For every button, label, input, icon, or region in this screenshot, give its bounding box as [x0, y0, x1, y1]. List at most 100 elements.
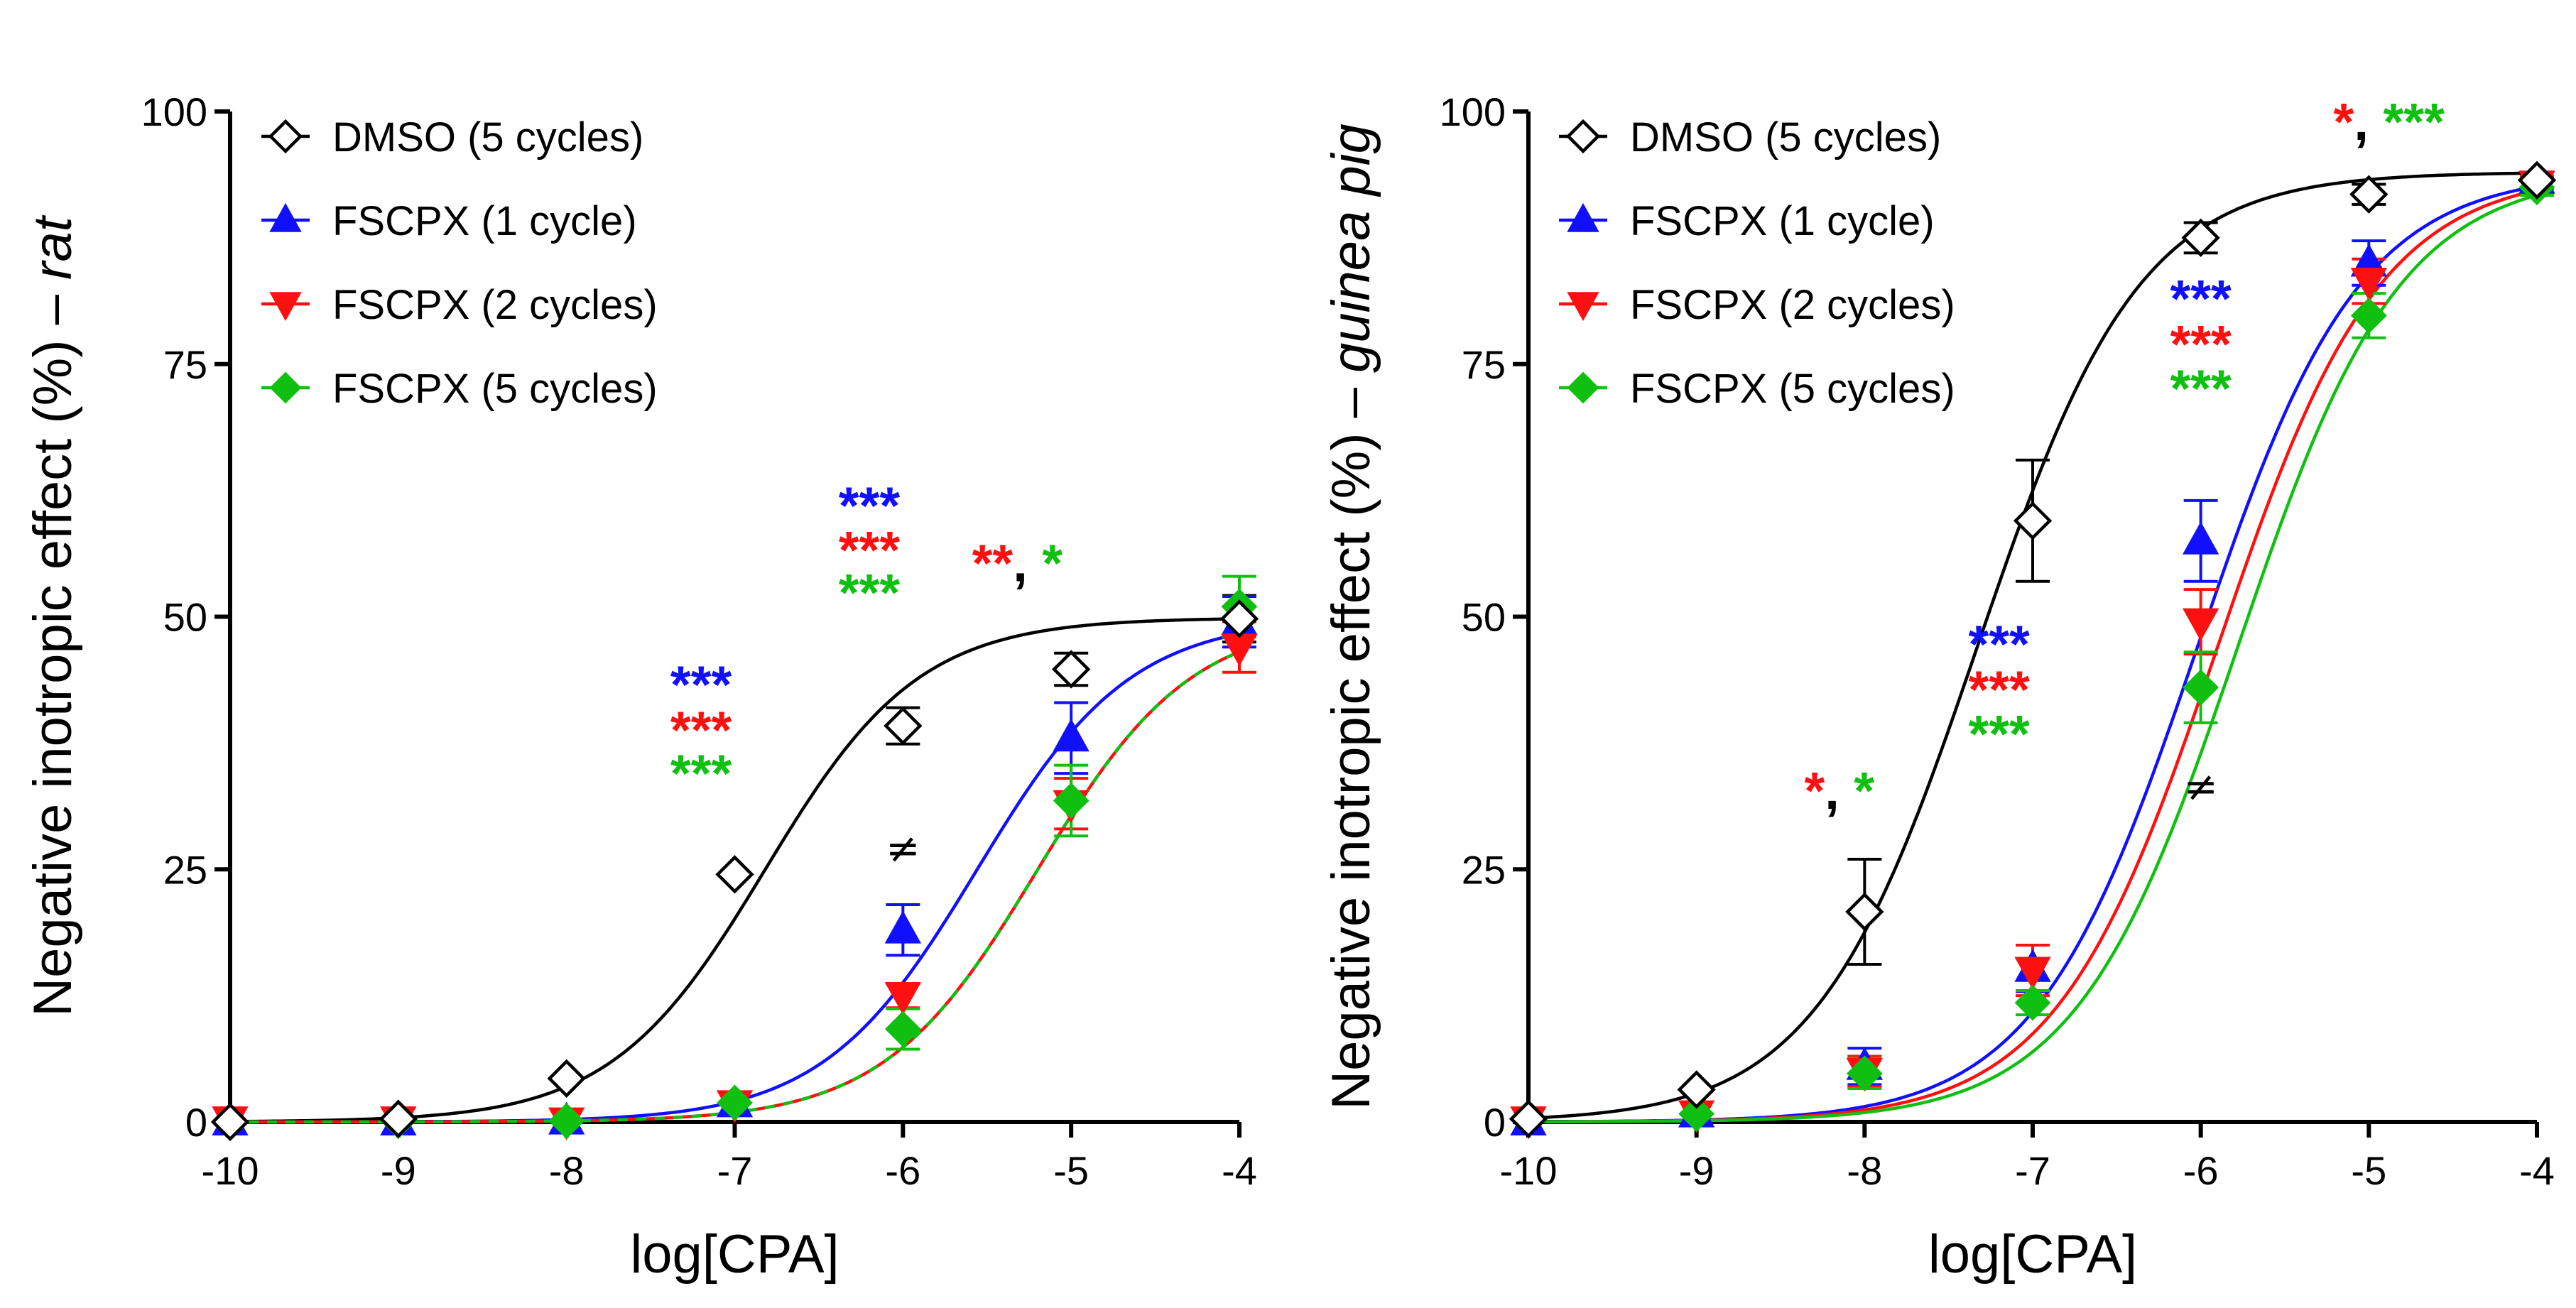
- legend-marker: [1567, 292, 1599, 322]
- legend-label: DMSO (5 cycles): [332, 114, 643, 160]
- y-tick-label: 50: [163, 595, 207, 640]
- data-point-3: [2014, 984, 2051, 1021]
- legend-marker: [1567, 371, 1599, 404]
- significance-annotation: ***: [2170, 269, 2232, 328]
- data-point-3: [548, 1103, 585, 1139]
- significance-annotation: ***: [670, 700, 732, 759]
- data-point-0: [2517, 160, 2557, 200]
- x-tick-label: -8: [1847, 1148, 1882, 1193]
- data-point-0: [2349, 175, 2388, 214]
- data-point-0: [715, 855, 754, 894]
- data-point-0: [1509, 1099, 1548, 1138]
- data-point-3: [2183, 669, 2219, 706]
- annotation-part: ***: [839, 563, 901, 622]
- legend-marker: [269, 202, 302, 232]
- data-point-3: [884, 1010, 921, 1047]
- legend-label: FSCPX (2 cycles): [332, 282, 658, 328]
- data-point-0: [1677, 1070, 1716, 1109]
- annotation-part: ***: [670, 655, 732, 714]
- data-point-0: [379, 1099, 418, 1138]
- significance-annotation: ***: [670, 655, 732, 714]
- legend-marker: [269, 292, 302, 322]
- annotation-part: **: [972, 534, 1013, 593]
- annotation-part: ***: [2170, 359, 2232, 418]
- x-tick-label: -9: [381, 1148, 416, 1193]
- legend-label: DMSO (5 cycles): [1630, 114, 1941, 160]
- not-equal-annotation: ≠: [886, 824, 920, 872]
- data-point-3: [1053, 783, 1089, 819]
- data-point-0: [1051, 650, 1091, 689]
- data-point-2: [2350, 268, 2388, 301]
- significance-annotation: ***: [2170, 359, 2232, 418]
- x-tick-label: -7: [717, 1148, 753, 1193]
- legend-marker: [1567, 202, 1599, 232]
- panel-rat: 0 25 50 75 100 -10 -9 -8 -7 -6 -5 -4 log[CPA] Negativ…: [23, 89, 1259, 1285]
- data-point-3: [1678, 1096, 1715, 1133]
- data-point-1: [1053, 719, 1089, 752]
- data-point-1: [884, 910, 922, 944]
- significance-annotation: ***: [1968, 615, 2030, 674]
- annotation-part: ≠: [886, 824, 920, 872]
- x-tick-label: -7: [2015, 1148, 2050, 1193]
- data-point-1: [2182, 521, 2219, 555]
- legend-label: FSCPX (5 cycles): [332, 366, 658, 412]
- significance-annotation: *, *: [1804, 761, 1874, 820]
- annotation-part: ***: [1968, 660, 2030, 719]
- y-axis-label-species: rat: [23, 214, 83, 280]
- data-point-3: [1846, 1055, 1883, 1092]
- significance-annotation: ***: [2170, 315, 2232, 374]
- annotation-part: ***: [2170, 315, 2232, 374]
- y-tick-label: 100: [1440, 89, 1506, 134]
- panel-guinea-pig: 0 25 50 75 100 -10 -9 -8 -7 -6 -5 -4 log[CPA] Negativ…: [1321, 89, 2557, 1285]
- data-point-0: [547, 1059, 586, 1098]
- annotation-part: *: [1854, 761, 1874, 820]
- annotation-part: ***: [1968, 704, 2030, 763]
- y-tick-label: 0: [185, 1100, 207, 1145]
- y-tick-label: 25: [163, 847, 207, 892]
- y-axis-label-text: Negative inotropic effect (%) –: [1321, 373, 1381, 1110]
- annotation-part: ***: [839, 521, 901, 579]
- y-axis-label: Negative inotropic effect (%) – guinea p…: [1321, 124, 1381, 1110]
- annotation-part: *: [1042, 534, 1063, 593]
- x-tick-label: -6: [2183, 1148, 2219, 1193]
- significance-annotation: *, ***: [2334, 92, 2445, 151]
- significance-annotation: ***: [839, 476, 901, 535]
- annotation-part: *: [2334, 92, 2354, 151]
- x-tick-label: -4: [2519, 1148, 2555, 1193]
- significance-annotation: ***: [1968, 660, 2030, 719]
- y-axis-label: Negative inotropic effect (%) – rat: [23, 214, 83, 1016]
- data-point-2: [884, 982, 922, 1015]
- x-axis-label: log[CPA]: [630, 1224, 839, 1285]
- significance-annotation: ***: [1968, 704, 2030, 763]
- annotation-part: ,: [1825, 761, 1854, 820]
- y-tick-label: 75: [1462, 342, 1506, 387]
- y-tick-label: 50: [1462, 595, 1506, 640]
- y-tick-label: 0: [1484, 1100, 1506, 1145]
- data-point-0: [1219, 599, 1259, 638]
- x-tick-label: -10: [1500, 1148, 1558, 1193]
- y-tick-label: 25: [1462, 847, 1506, 892]
- y-tick-label: 75: [163, 342, 207, 387]
- significance-annotation: **, *: [972, 534, 1063, 593]
- x-tick-label: -10: [202, 1148, 259, 1193]
- data-point-3: [717, 1084, 753, 1121]
- significance-annotation: ***: [670, 744, 732, 803]
- x-tick-label: -5: [2351, 1148, 2386, 1193]
- not-equal-annotation: ≠: [2183, 762, 2218, 810]
- significance-annotation: ***: [839, 563, 901, 622]
- data-point-0: [2013, 501, 2053, 540]
- x-tick-label: -6: [885, 1148, 920, 1193]
- annotation-part: ***: [839, 476, 901, 535]
- data-point-0: [884, 707, 923, 746]
- annotation-part: ,: [1013, 534, 1042, 593]
- y-axis-label-species: guinea pig: [1321, 124, 1381, 373]
- y-tick-label: 100: [141, 89, 207, 134]
- legend-marker: [1565, 119, 1601, 154]
- annotation-part: ,: [2354, 92, 2383, 151]
- legend-label: FSCPX (5 cycles): [1630, 366, 1955, 412]
- legend-marker: [268, 119, 303, 154]
- annotation-part: ***: [2383, 92, 2445, 151]
- x-tick-label: -9: [1679, 1148, 1714, 1193]
- data-point-0: [1845, 892, 1884, 932]
- x-tick-label: -8: [549, 1148, 585, 1193]
